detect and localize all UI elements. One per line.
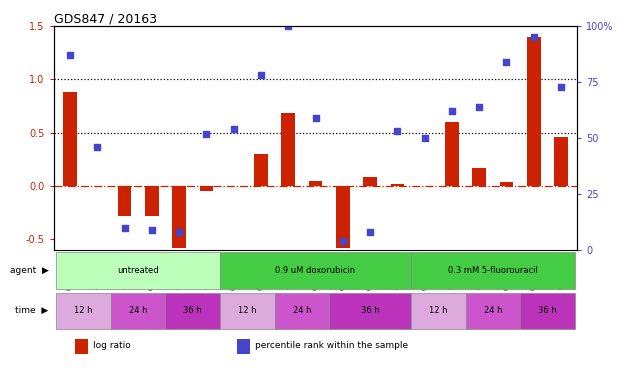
Bar <box>56 252 220 288</box>
Bar <box>411 292 466 329</box>
Text: 24 h: 24 h <box>293 306 311 315</box>
Bar <box>63 92 77 186</box>
Point <box>256 72 266 78</box>
Point <box>529 34 539 40</box>
Bar <box>466 292 520 329</box>
Text: 0.3 mM 5-fluorouracil: 0.3 mM 5-fluorouracil <box>448 266 538 275</box>
Point <box>201 130 211 136</box>
Bar <box>329 292 411 329</box>
Text: 12 h: 12 h <box>429 306 447 315</box>
Text: agent  ▶: agent ▶ <box>9 266 49 275</box>
Bar <box>274 292 329 329</box>
Bar <box>500 182 513 186</box>
Point <box>502 59 512 65</box>
Bar <box>111 292 165 329</box>
Text: percentile rank within the sample: percentile rank within the sample <box>256 341 408 350</box>
Text: 24 h: 24 h <box>129 306 148 315</box>
Text: time  ▶: time ▶ <box>15 306 49 315</box>
Text: 36 h: 36 h <box>361 306 379 315</box>
Point <box>147 227 157 233</box>
Bar <box>56 292 111 329</box>
Point <box>228 126 239 132</box>
Bar <box>309 181 322 186</box>
Point <box>92 144 102 150</box>
Point <box>310 115 321 121</box>
Point <box>283 23 293 29</box>
Text: 36 h: 36 h <box>538 306 557 315</box>
Bar <box>118 186 131 216</box>
Bar <box>411 252 575 288</box>
Bar <box>363 177 377 186</box>
Bar <box>254 154 268 186</box>
Bar <box>145 186 158 216</box>
Bar <box>473 168 486 186</box>
Bar <box>281 112 295 186</box>
Text: 24 h: 24 h <box>483 306 502 315</box>
Point <box>556 84 566 90</box>
Bar <box>554 137 568 186</box>
Point <box>338 238 348 244</box>
Point <box>65 53 75 58</box>
Text: GDS847 / 20163: GDS847 / 20163 <box>54 12 156 25</box>
Bar <box>220 292 274 329</box>
Text: 12 h: 12 h <box>238 306 257 315</box>
Bar <box>445 122 459 186</box>
Bar <box>527 37 541 186</box>
Text: 12 h: 12 h <box>74 306 93 315</box>
Bar <box>165 292 220 329</box>
Bar <box>74 339 88 354</box>
Point <box>447 108 457 114</box>
Bar <box>172 186 186 248</box>
Point <box>392 128 403 134</box>
Bar <box>520 292 575 329</box>
Text: 36 h: 36 h <box>184 306 202 315</box>
Text: log ratio: log ratio <box>93 341 131 350</box>
Text: untreated: untreated <box>117 266 159 275</box>
Text: 0.9 uM doxorubicin: 0.9 uM doxorubicin <box>276 266 355 275</box>
Bar <box>391 184 404 186</box>
Bar <box>237 339 250 354</box>
Point <box>420 135 430 141</box>
Bar <box>336 186 350 248</box>
Point <box>174 229 184 235</box>
Bar <box>199 186 213 191</box>
Point <box>365 229 375 235</box>
Bar <box>220 252 411 288</box>
Point <box>474 104 484 110</box>
Point <box>119 225 129 231</box>
